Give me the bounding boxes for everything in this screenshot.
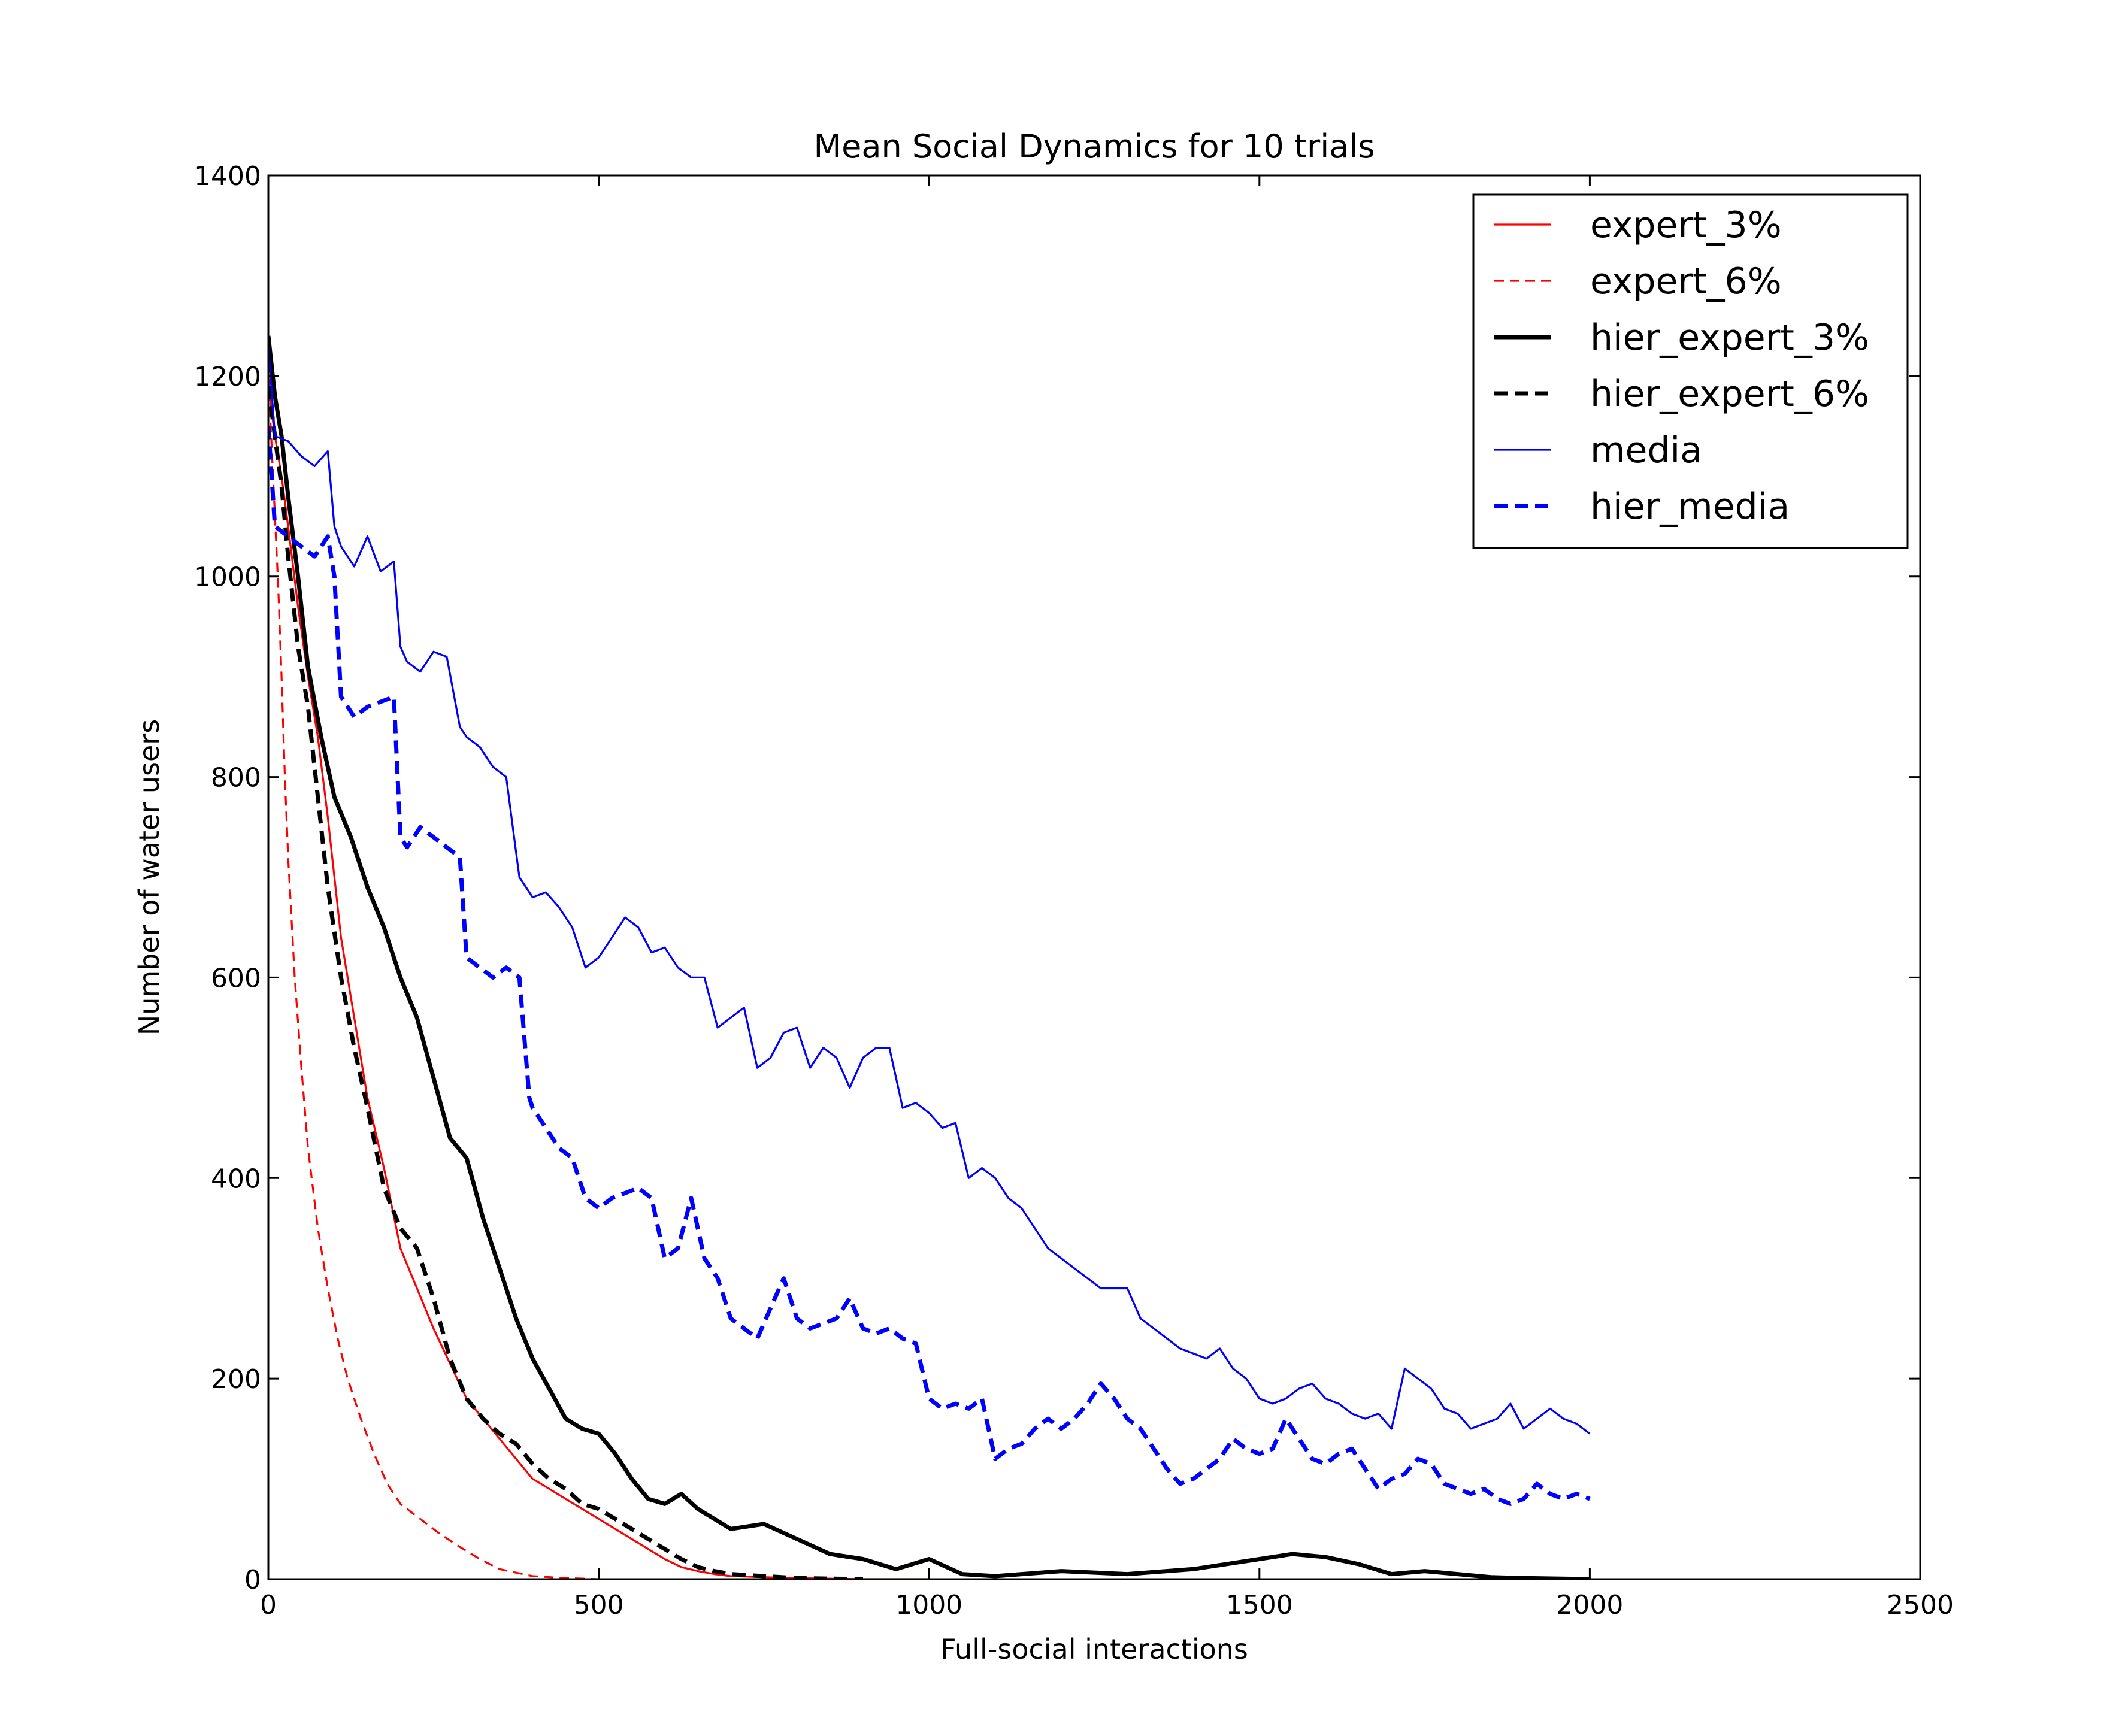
x-axis: 0 500 1000 1500 2000 2500 xyxy=(260,175,1954,1620)
series-layer xyxy=(268,335,1591,1579)
x-tick-label: 500 xyxy=(574,1590,624,1620)
x-tick-label: 2000 xyxy=(1556,1590,1623,1620)
x-tick-label: 1000 xyxy=(895,1590,962,1620)
legend-label: expert_6% xyxy=(1590,260,1782,302)
series-line-hier-expert-3- xyxy=(268,335,1590,1579)
series-line-expert-3- xyxy=(268,386,930,1579)
y-tick-label: 600 xyxy=(211,963,261,993)
y-tick-label: 1000 xyxy=(194,562,261,593)
legend-label: expert_3% xyxy=(1590,204,1782,246)
series-line-hier-media xyxy=(268,426,1591,1506)
legend-label: hier_expert_3% xyxy=(1590,317,1869,359)
x-tick-label: 1500 xyxy=(1226,1590,1293,1620)
y-tick-label: 1200 xyxy=(194,362,261,392)
y-tick-label: 400 xyxy=(211,1164,261,1194)
y-tick-label: 800 xyxy=(211,763,261,793)
chart-title: Mean Social Dynamics for 10 trials xyxy=(814,128,1375,165)
y-axis-label: Number of water users xyxy=(133,719,165,1035)
x-axis-label: Full-social interactions xyxy=(940,1633,1248,1665)
y-axis: 0 200 400 600 800 1000 1200 1400 xyxy=(194,161,1920,1595)
legend-label: media xyxy=(1590,429,1702,471)
series-line-expert-6- xyxy=(268,375,599,1579)
legend-box xyxy=(1472,193,1909,549)
x-tick-label: 2500 xyxy=(1887,1590,1954,1620)
y-tick-label: 0 xyxy=(244,1565,261,1595)
y-tick-label: 1400 xyxy=(194,161,261,192)
plot-frame xyxy=(267,174,1921,1580)
x-tick-label: 0 xyxy=(260,1590,277,1620)
legend-label: hier_expert_6% xyxy=(1590,373,1869,415)
series-line-hier-expert-6- xyxy=(268,386,863,1579)
legend-label: hier_media xyxy=(1590,486,1790,528)
y-tick-label: 200 xyxy=(211,1364,261,1395)
series-line-media xyxy=(268,346,1591,1435)
legend: expert_3% expert_6% hier_expert_3% hier_exp… xyxy=(1472,193,1909,549)
